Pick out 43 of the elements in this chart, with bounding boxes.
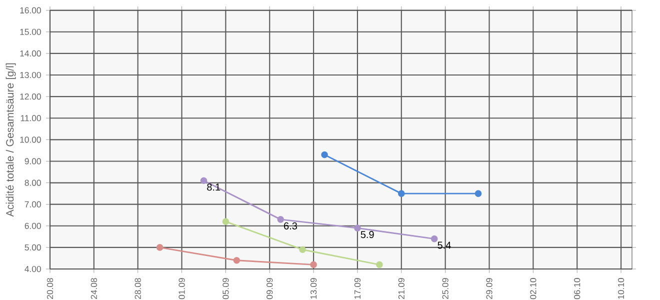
point [474,190,482,197]
y-tick-label: 7.00 [24,201,41,208]
x-tick-label: 21.09 [398,278,404,299]
point [310,261,317,268]
point [299,246,306,254]
y-tick-label: 9.00 [24,158,41,164]
point [376,261,383,268]
x-tick-label: 29.09 [486,278,492,299]
point [398,190,405,197]
y-axis-title: Acidité totale / Gesamtsäure [g/l] [6,63,16,217]
point [321,151,328,158]
data-label: 8.1 [207,184,220,191]
x-tick-label: 09.09 [266,278,273,300]
y-tick-label: 6.00 [24,222,41,229]
x-tick-label: 20.08 [46,278,54,299]
y-tick-label: 16.00 [20,7,41,14]
point [233,256,240,264]
point [200,177,208,184]
x-tick-label: 13.09 [310,278,317,299]
x-tick-label: 17.09 [354,278,361,299]
y-tick-label: 8.00 [24,180,41,186]
x-tick-label: 25.09 [442,278,448,299]
x-tick-label: 24.08 [90,278,97,299]
y-tick-label: 4.00 [24,266,41,272]
x-tick-label: 02.10 [530,278,536,300]
data-label: 5.9 [360,230,374,238]
y-tick-label: 14.00 [20,50,41,57]
y-tick-label: 15.00 [20,28,41,35]
x-tick-label: 01.09 [178,278,185,300]
point [156,244,164,251]
point [277,216,284,223]
y-tick-label: 13.00 [20,72,41,78]
point [222,218,230,225]
y-tick-label: 10.00 [20,136,41,143]
x-tick-label: 28.08 [134,278,141,299]
x-tick-label: 05.09 [222,278,229,300]
y-tick-label: 11.00 [20,115,41,122]
point [430,235,438,242]
y-tick-label: 5.00 [24,244,41,251]
x-tick-label: 10.10 [618,278,624,299]
x-tick-label: 06.10 [574,278,580,300]
point [354,224,361,232]
y-tick-label: 12.00 [20,94,41,100]
